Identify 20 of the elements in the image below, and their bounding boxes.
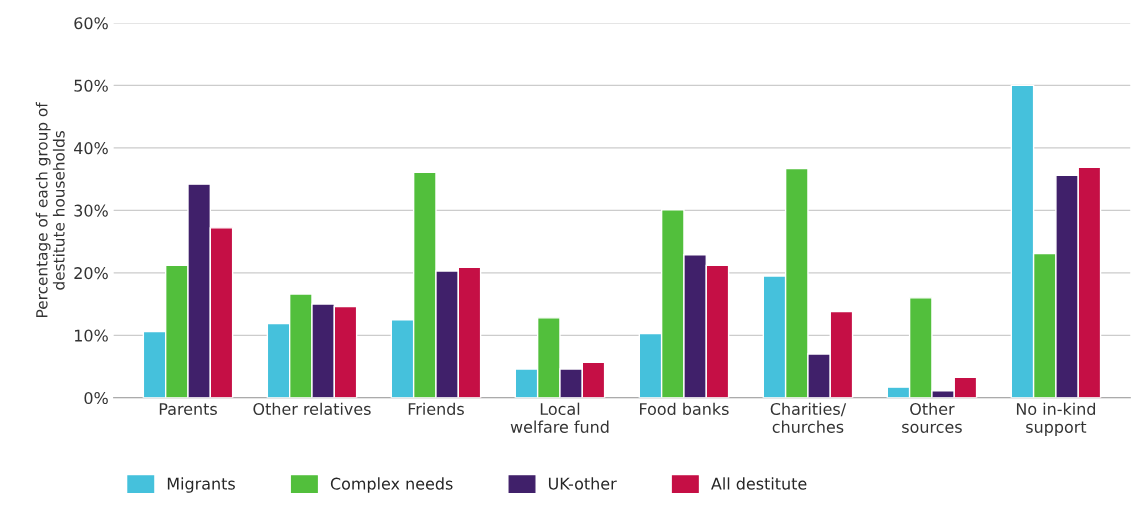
legend-label: Migrants bbox=[167, 477, 235, 493]
x-tick-label: Parents bbox=[159, 403, 217, 416]
y-tick-label: 20% bbox=[74, 267, 108, 280]
x-tick-label: Other relatives bbox=[253, 402, 371, 416]
x-tick-label: Local welfare fund bbox=[510, 402, 609, 433]
x-tick-label: No in-kind support bbox=[1016, 402, 1096, 436]
legend-label: All destitute bbox=[711, 477, 807, 490]
legend-label: Complex needs bbox=[330, 477, 453, 493]
y-tick-label: 0% bbox=[84, 392, 108, 405]
y-tick-label: 40% bbox=[74, 142, 108, 155]
y-tick-label: 30% bbox=[74, 204, 108, 217]
y-tick-label: 60% bbox=[74, 17, 108, 30]
x-tick-label: Charities/ churches bbox=[770, 402, 847, 433]
y-tick-label: 10% bbox=[74, 329, 108, 342]
y-axis-title: Percentage of each group of destitute households bbox=[35, 102, 65, 317]
x-tick-label: Other sources bbox=[902, 402, 962, 433]
legend-label: UK-other bbox=[548, 477, 617, 490]
x-tick-label: Food banks bbox=[640, 402, 729, 416]
y-tick-label: 50% bbox=[74, 79, 108, 92]
x-tick-label: Friends bbox=[408, 402, 464, 416]
